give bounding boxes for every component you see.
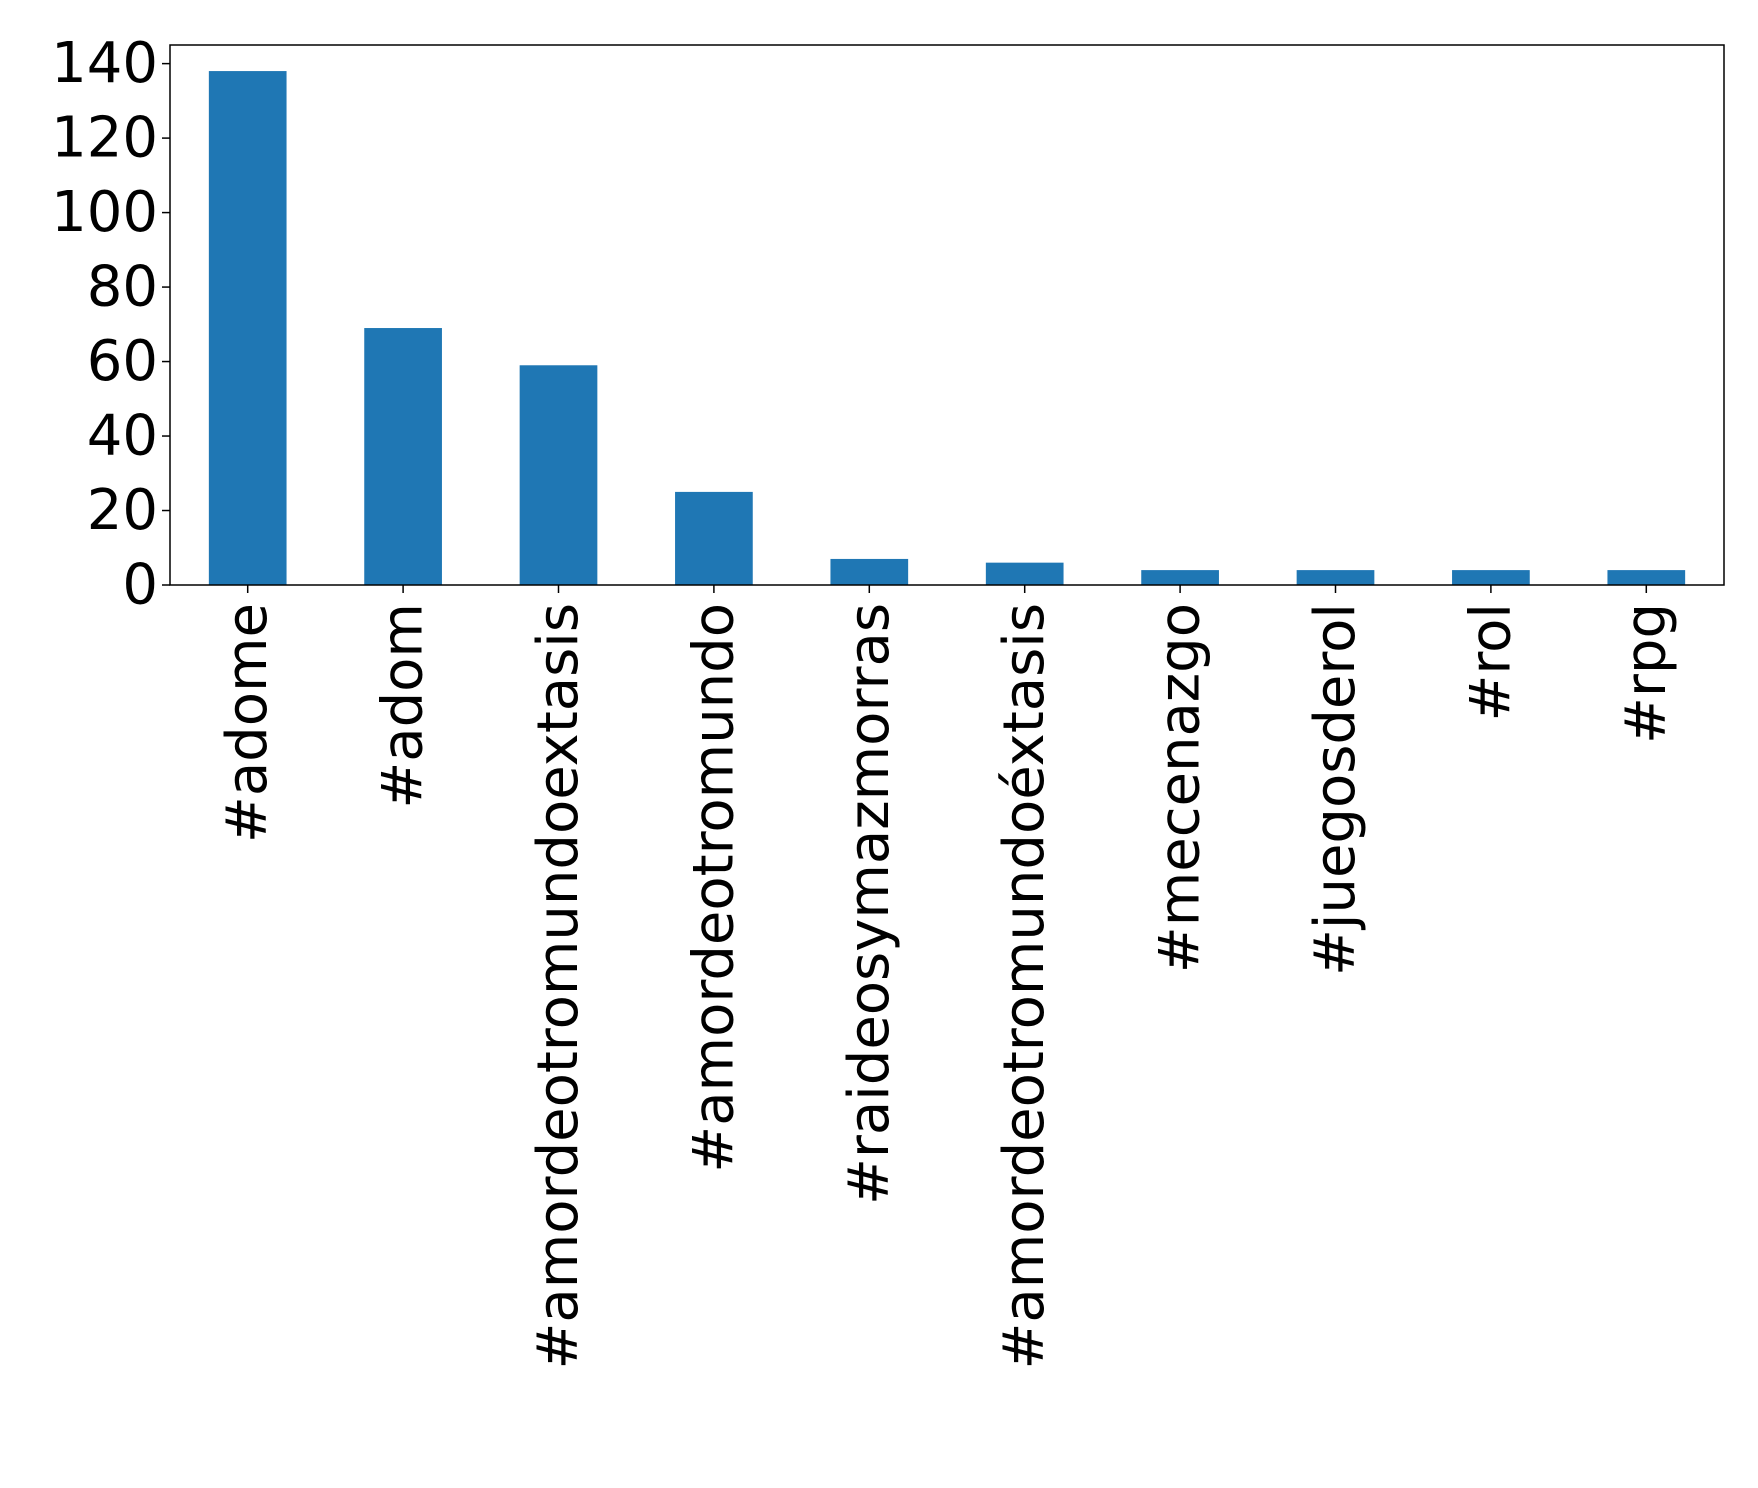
x-tick-label-9: #rpg bbox=[1614, 603, 1679, 744]
y-tick-label-0: 0 bbox=[122, 553, 158, 618]
bar-3 bbox=[675, 491, 753, 585]
x-tick-label-7: #juegosderol bbox=[1303, 603, 1368, 976]
x-tick-label-1: #adom bbox=[371, 603, 436, 809]
bar-1 bbox=[364, 328, 442, 585]
y-tick-label-6: 120 bbox=[51, 106, 158, 171]
bar-8 bbox=[1452, 570, 1530, 585]
x-tick-label-0: #adome bbox=[215, 603, 280, 843]
bar-2 bbox=[519, 365, 598, 585]
bar-0 bbox=[208, 71, 287, 585]
x-tick-label-6: #mecenazgo bbox=[1148, 603, 1213, 973]
x-tick-label-8: #rol bbox=[1458, 603, 1523, 722]
plot-frame bbox=[169, 44, 1725, 586]
x-tick-label-2: #amordeotromundoextasis bbox=[526, 603, 591, 1370]
x-axis: #adome #adom #amordeotromundoextasis #amord… bbox=[215, 585, 1679, 1370]
y-tick-label-7: 140 bbox=[51, 31, 158, 96]
bar-7 bbox=[1296, 570, 1375, 585]
bar-6 bbox=[1141, 570, 1219, 585]
y-axis: 0 20 40 60 80 100 120 140 bbox=[51, 31, 170, 618]
y-tick-label-4: 80 bbox=[87, 255, 158, 320]
bars-group bbox=[208, 71, 1686, 585]
bar-9 bbox=[1607, 570, 1686, 585]
y-tick-label-3: 60 bbox=[87, 329, 158, 394]
x-tick-label-3: #amordeotromundo bbox=[681, 603, 746, 1173]
bar-5 bbox=[985, 562, 1064, 585]
y-tick-label-5: 100 bbox=[51, 180, 158, 245]
x-tick-label-4: #raideosymazmorras bbox=[837, 603, 902, 1205]
bar-4 bbox=[830, 558, 909, 585]
y-tick-label-1: 20 bbox=[87, 478, 158, 543]
x-tick-label-5: #amordeotromundoéxtasis bbox=[992, 603, 1057, 1370]
y-tick-label-2: 40 bbox=[87, 404, 158, 469]
